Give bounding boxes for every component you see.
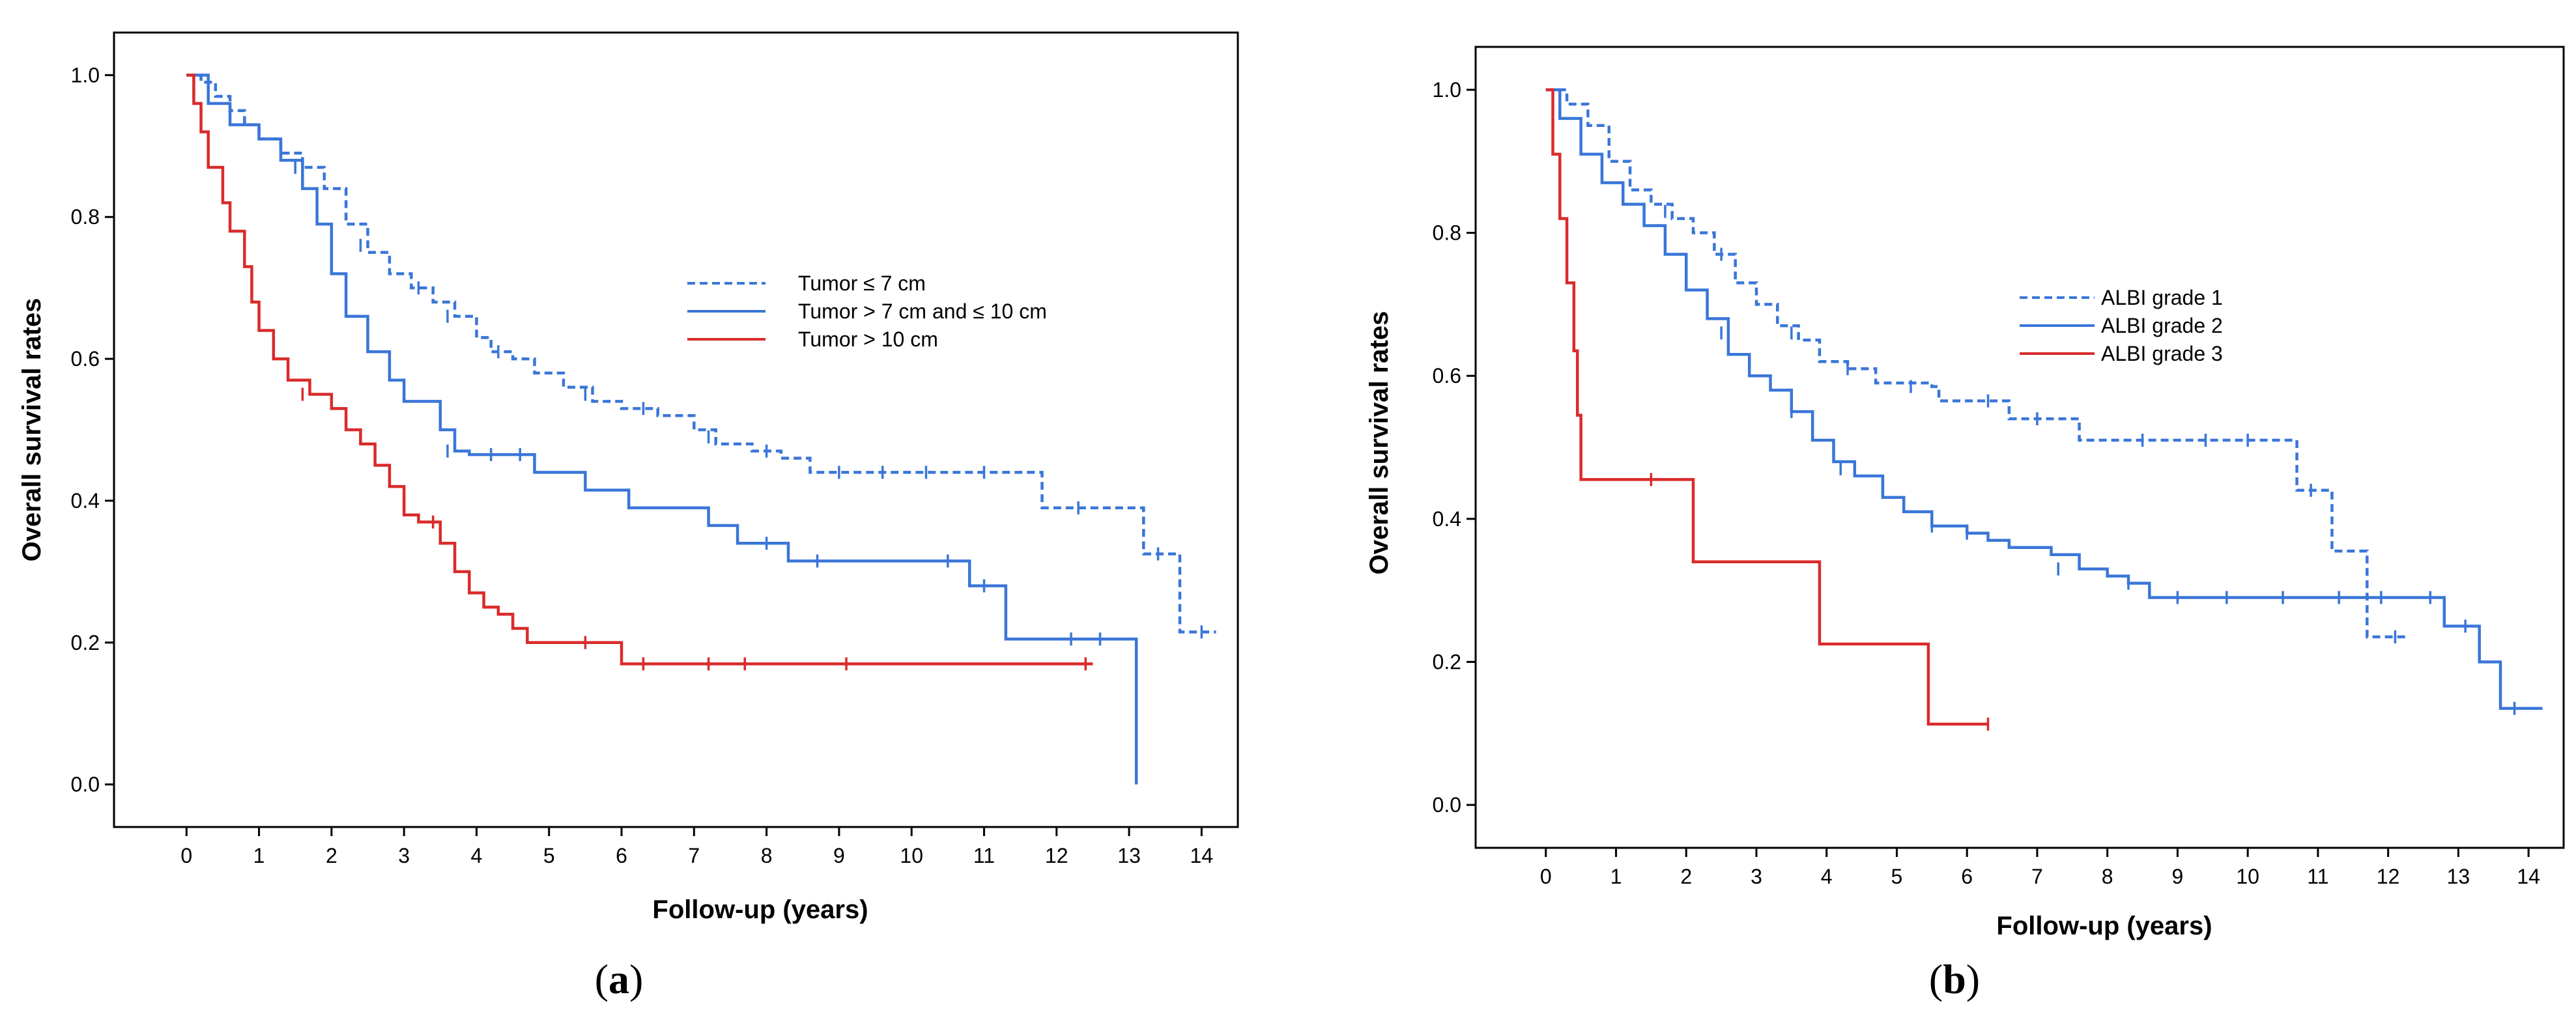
panel-b-legend-label-3: ALBI grade 3 (2101, 342, 2223, 365)
panel-b-x-tick-label-9: 9 (2172, 865, 2184, 888)
panel-b-x-tick-label-12: 12 (2377, 865, 2400, 888)
panel-a-y-axis-title: Overall survival rates (18, 298, 46, 562)
panel-a-y-tick-label-4: 0.8 (71, 205, 100, 229)
panel-a-caption: (a) (595, 956, 644, 1002)
panel-a-series-line-3 (186, 74, 1093, 666)
panel-b-plot-frame (1474, 46, 2565, 849)
panel-b-x-axis-title: Follow-up (years) (1996, 912, 2212, 940)
panel-a-x-tick-label-12: 12 (1045, 844, 1068, 867)
panel-b-x-tick-label-5: 5 (1891, 865, 1903, 888)
panel-b-x-tick-label-8: 8 (2102, 865, 2113, 888)
panel-a-x-tick-label-14: 14 (1190, 844, 1214, 867)
panel-a-x-tick-label-2: 2 (326, 844, 337, 867)
panel-a-plot-frame (113, 31, 1239, 828)
panel-a-y-tick-label-3: 0.6 (71, 347, 100, 371)
panel-a-y-tick-label-0: 0.0 (71, 773, 100, 796)
panel-b-x-tick-label-3: 3 (1751, 865, 1762, 888)
panel-a-x-tick-label-6: 6 (616, 844, 627, 867)
panel-a-legend-label-3: Tumor > 10 cm (798, 328, 938, 351)
panel-b-x-tick-label-11: 11 (2307, 865, 2328, 888)
panel-b-x-tick-label-4: 4 (1821, 865, 1833, 888)
panel-b-y-axis-title: Overall survival rates (1365, 311, 1394, 575)
panel-b-y-tick-label-3: 0.6 (1433, 364, 1461, 387)
panel-b-caption-letter: b (1943, 956, 1966, 1002)
panel-a-y-tick-label-5: 1.0 (71, 63, 100, 87)
panel-a-x-tick-label-8: 8 (761, 844, 773, 867)
panel-a-legend-label-2: Tumor > 7 cm and ≤ 10 cm (798, 300, 1047, 323)
panel-b-series-line-1 (1545, 88, 2409, 639)
panel-a-x-tick-label-0: 0 (180, 844, 192, 867)
panel-a-legend: Tumor ≤ 7 cm Tumor > 7 cm and ≤ 10 cm Tu… (687, 272, 1047, 351)
panel-b-x-tick-label-0: 0 (1540, 865, 1552, 888)
panel-b-x-tick-label-13: 13 (2447, 865, 2470, 888)
panel-a-x-tick-label-4: 4 (471, 844, 483, 867)
panel-b-x-tick-label-2: 2 (1680, 865, 1692, 888)
panel-a-x-tick-label-13: 13 (1117, 844, 1141, 867)
panel-a-legend-label-1: Tumor ≤ 7 cm (798, 272, 926, 295)
panel-b-x-tick-label-1: 1 (1610, 865, 1622, 888)
panel-a-y-tick-label-2: 0.4 (71, 489, 100, 512)
panel-b-chart: 0 1 2 3 4 5 6 7 8 9 10 11 12 13 140.00.20.40.60.81.0 F… (1365, 46, 2565, 1002)
panel-b-y-tick-label-5: 1.0 (1433, 78, 1461, 102)
panel-a-x-tick-label-5: 5 (543, 844, 555, 867)
panel-a-x-tick-label-7: 7 (688, 844, 700, 867)
panel-a-x-tick-label-9: 9 (833, 844, 845, 867)
panel-a-chart: 0 1 2 3 4 5 6 7 8 9 10 11 12 13 140.00.20.40.60.81.0 F… (18, 31, 1239, 1002)
panel-a-x-axis-title: Follow-up (years) (652, 895, 868, 924)
panel-a-x-tick-label-11: 11 (973, 844, 995, 867)
panel-b-series-line-3 (1545, 88, 1988, 726)
panel-b-caption: (b) (1929, 956, 1980, 1002)
panel-a-ticks: 0 1 2 3 4 5 6 7 8 9 10 11 12 13 140.00.20.40.60.81.0 (71, 63, 1214, 867)
panel-a-series (186, 74, 1216, 785)
panel-a-y-tick-label-1: 0.2 (71, 631, 100, 654)
panel-b-x-tick-label-14: 14 (2517, 865, 2540, 888)
panel-b-series-line-2 (1545, 88, 2543, 710)
panel-b-x-tick-label-6: 6 (1961, 865, 1973, 888)
panel-a-series-line-2 (186, 74, 1138, 785)
panel-b-y-tick-label-1: 0.2 (1433, 650, 1461, 673)
panel-a-x-tick-label-10: 10 (900, 844, 923, 867)
panel-b-x-tick-label-7: 7 (2031, 865, 2043, 888)
panel-a-x-tick-label-1: 1 (253, 844, 265, 867)
panel-a-caption-letter: a (608, 956, 629, 1002)
panel-b-legend-label-2: ALBI grade 2 (2101, 314, 2223, 337)
panel-b-ticks: 0 1 2 3 4 5 6 7 8 9 10 11 12 13 140.00.20.40.60.81.0 (1433, 78, 2540, 888)
panel-b-x-tick-label-10: 10 (2236, 865, 2259, 888)
panel-b-legend-label-1: ALBI grade 1 (2101, 286, 2223, 309)
panel-b-legend: ALBI grade 1 ALBI grade 2 ALBI grade 3 (2020, 286, 2223, 365)
panel-b-y-tick-label-4: 0.8 (1433, 221, 1461, 245)
panel-b-y-tick-label-2: 0.4 (1433, 507, 1461, 531)
panel-a-x-tick-label-3: 3 (398, 844, 410, 867)
panel-a-series-line-1 (186, 74, 1216, 634)
panel-b-y-tick-label-0: 0.0 (1433, 793, 1461, 817)
panel-b-series (1545, 88, 2543, 731)
